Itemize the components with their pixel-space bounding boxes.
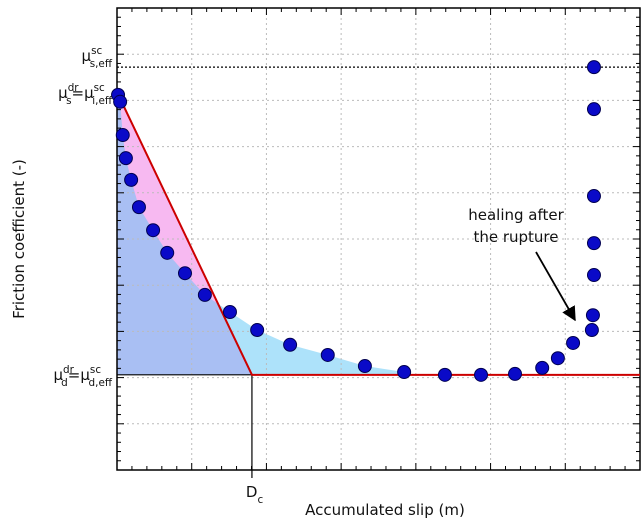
data-point bbox=[586, 268, 601, 283]
data-point bbox=[586, 102, 601, 117]
annotation: healing after bbox=[468, 206, 564, 224]
subscript: i,eff bbox=[92, 95, 113, 107]
data-point bbox=[197, 287, 212, 302]
superscript: sc bbox=[90, 364, 101, 376]
data-point bbox=[131, 200, 146, 215]
superscript: dr bbox=[68, 82, 80, 94]
subscript: s,eff bbox=[90, 58, 113, 70]
symbol: D bbox=[246, 483, 258, 501]
data-point bbox=[320, 347, 335, 362]
data-point bbox=[146, 223, 161, 238]
superscript: sc bbox=[91, 45, 102, 57]
data-point bbox=[508, 366, 523, 381]
subscript: c bbox=[257, 494, 263, 506]
math-label: Dc​ bbox=[246, 483, 264, 506]
symbol: μ bbox=[82, 47, 92, 65]
data-point bbox=[585, 308, 600, 323]
y-axis-label: Friction coefficient (-) bbox=[10, 159, 28, 319]
symbol: μ bbox=[84, 84, 94, 102]
data-point bbox=[550, 351, 565, 366]
data-point bbox=[397, 365, 412, 380]
symbol: = bbox=[71, 84, 84, 102]
data-point bbox=[586, 60, 601, 75]
data-point bbox=[160, 245, 175, 260]
superscript: dr bbox=[63, 364, 75, 376]
data-point bbox=[586, 189, 601, 204]
data-point bbox=[250, 323, 265, 338]
data-point bbox=[357, 359, 372, 374]
data-point bbox=[115, 128, 130, 143]
data-point bbox=[437, 367, 452, 382]
annotation-arrow bbox=[535, 251, 576, 322]
fracture-energy-area bbox=[117, 92, 405, 375]
x-axis-label: Accumulated slip (m) bbox=[305, 501, 465, 519]
symbol: μ bbox=[58, 84, 68, 102]
data-point bbox=[118, 151, 133, 166]
data-point bbox=[474, 367, 489, 382]
data-point bbox=[222, 304, 237, 319]
data-point bbox=[584, 323, 599, 338]
subscript: s bbox=[66, 95, 71, 107]
data-point bbox=[124, 172, 139, 187]
data-point bbox=[113, 94, 128, 109]
data-point bbox=[177, 266, 192, 281]
symbol: = bbox=[68, 366, 81, 384]
annotation: the rupture bbox=[473, 228, 558, 246]
symbol: μ bbox=[53, 366, 63, 384]
data-point bbox=[283, 337, 298, 352]
data-point bbox=[586, 236, 601, 251]
subscript: d bbox=[61, 377, 68, 389]
data-point bbox=[566, 335, 581, 350]
data-point bbox=[535, 360, 550, 375]
superscript: sc bbox=[94, 82, 105, 94]
symbol: μ bbox=[80, 366, 90, 384]
subscript: d,eff bbox=[89, 377, 113, 389]
